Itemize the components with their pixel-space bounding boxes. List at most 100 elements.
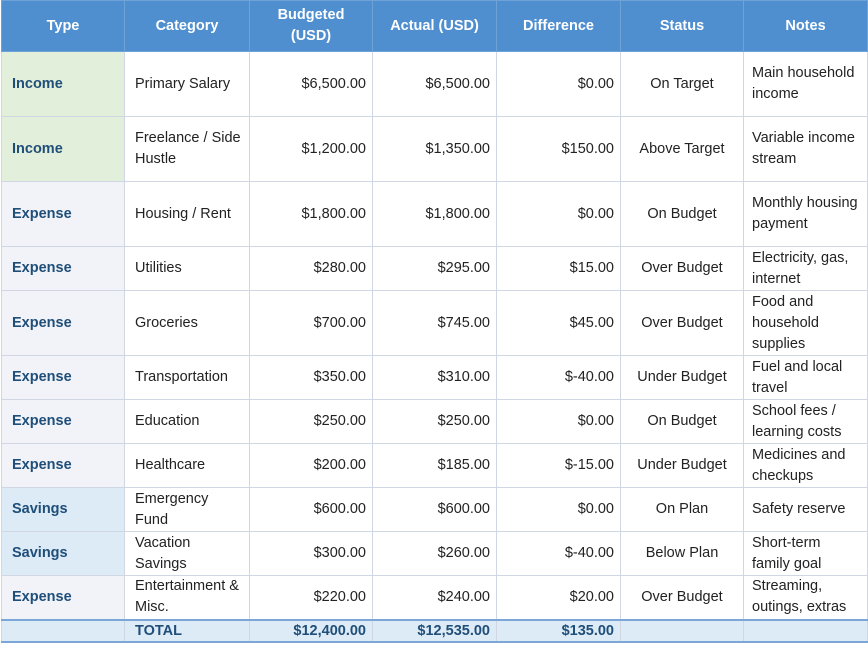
total-type <box>1 618 125 643</box>
budgeted-cell: $200.00 <box>249 443 373 488</box>
table-row: Income Freelance / Side Hustle $1,200.00 $1… <box>1 116 868 182</box>
type-cell: Expense <box>1 443 125 488</box>
total-difference: $135.00 <box>496 618 621 643</box>
column-header: Category <box>124 0 250 52</box>
difference-cell: $0.00 <box>496 181 621 247</box>
category-cell: Primary Salary <box>124 51 250 117</box>
table-row: Expense Education $250.00 $250.00 $0.00 On Bu… <box>1 399 868 444</box>
category-cell: Freelance / Side Hustle <box>124 116 250 182</box>
difference-cell: $20.00 <box>496 575 621 620</box>
status-cell: Over Budget <box>620 575 744 620</box>
type-cell: Savings <box>1 487 125 532</box>
budgeted-cell: $1,200.00 <box>249 116 373 182</box>
total-status <box>620 618 744 643</box>
status-cell: On Plan <box>620 487 744 532</box>
column-header: Type <box>1 0 125 52</box>
status-cell: Below Plan <box>620 531 744 576</box>
budgeted-cell: $6,500.00 <box>249 51 373 117</box>
budgeted-cell: $600.00 <box>249 487 373 532</box>
category-cell: Emergency Fund <box>124 487 250 532</box>
notes-cell: Fuel and local travel <box>743 355 868 400</box>
difference-cell: $0.00 <box>496 51 621 117</box>
status-cell: Under Budget <box>620 443 744 488</box>
column-header: Status <box>620 0 744 52</box>
category-cell: Vacation Savings <box>124 531 250 576</box>
table-row: Income Primary Salary $6,500.00 $6,500.00 $0… <box>1 51 868 117</box>
notes-cell: Main household income <box>743 51 868 117</box>
total-actual: $12,535.00 <box>372 618 497 643</box>
category-cell: Entertainment & Misc. <box>124 575 250 620</box>
status-cell: On Budget <box>620 181 744 247</box>
actual-cell: $250.00 <box>372 399 497 444</box>
table-row: Expense Transportation $350.00 $310.00 $-40.… <box>1 355 868 400</box>
actual-cell: $295.00 <box>372 246 497 291</box>
actual-cell: $1,800.00 <box>372 181 497 247</box>
notes-cell: Electricity, gas, internet <box>743 246 868 291</box>
budgeted-cell: $300.00 <box>249 531 373 576</box>
actual-cell: $745.00 <box>372 290 497 356</box>
category-cell: Healthcare <box>124 443 250 488</box>
status-cell: Over Budget <box>620 246 744 291</box>
table-body: Income Primary Salary $6,500.00 $6,500.00 $0… <box>1 51 868 620</box>
type-cell: Expense <box>1 246 125 291</box>
total-row: TOTAL $12,400.00 $12,535.00 $135.00 <box>1 618 868 643</box>
total-label: TOTAL <box>124 618 250 643</box>
type-cell: Expense <box>1 575 125 620</box>
actual-cell: $600.00 <box>372 487 497 532</box>
type-cell: Savings <box>1 531 125 576</box>
actual-cell: $185.00 <box>372 443 497 488</box>
type-cell: Expense <box>1 399 125 444</box>
status-cell: Above Target <box>620 116 744 182</box>
status-cell: On Target <box>620 51 744 117</box>
type-cell: Income <box>1 116 125 182</box>
table-row: Expense Healthcare $200.00 $185.00 $-15.00 Un… <box>1 443 868 488</box>
header-row: Type Category Budgeted (USD) Actual (USD) Di… <box>1 0 868 52</box>
notes-cell: Streaming, outings, extras <box>743 575 868 620</box>
type-cell: Income <box>1 51 125 117</box>
category-cell: Utilities <box>124 246 250 291</box>
table-row: Expense Groceries $700.00 $745.00 $45.00 Over… <box>1 290 868 356</box>
category-cell: Housing / Rent <box>124 181 250 247</box>
category-cell: Education <box>124 399 250 444</box>
budgeted-cell: $700.00 <box>249 290 373 356</box>
difference-cell: $45.00 <box>496 290 621 356</box>
budgeted-cell: $280.00 <box>249 246 373 291</box>
column-header: Notes <box>743 0 868 52</box>
difference-cell: $-40.00 <box>496 531 621 576</box>
budgeted-cell: $1,800.00 <box>249 181 373 247</box>
table-row: Expense Housing / Rent $1,800.00 $1,800.00 $… <box>1 181 868 247</box>
total-budgeted: $12,400.00 <box>249 618 373 643</box>
difference-cell: $0.00 <box>496 399 621 444</box>
actual-cell: $1,350.00 <box>372 116 497 182</box>
budgeted-cell: $350.00 <box>249 355 373 400</box>
status-cell: Under Budget <box>620 355 744 400</box>
type-cell: Expense <box>1 181 125 247</box>
type-cell: Expense <box>1 355 125 400</box>
difference-cell: $15.00 <box>496 246 621 291</box>
actual-cell: $6,500.00 <box>372 51 497 117</box>
table-row: Expense Entertainment & Misc. $220.00 $240.… <box>1 575 868 620</box>
table-row: Savings Emergency Fund $600.00 $600.00 $0.00… <box>1 487 868 532</box>
budgeted-cell: $220.00 <box>249 575 373 620</box>
table-row: Savings Vacation Savings $300.00 $260.00 $-4… <box>1 531 868 576</box>
table-row: Expense Utilities $280.00 $295.00 $15.00 Over… <box>1 246 868 291</box>
notes-cell: School fees / learning costs <box>743 399 868 444</box>
difference-cell: $-15.00 <box>496 443 621 488</box>
difference-cell: $150.00 <box>496 116 621 182</box>
status-cell: Over Budget <box>620 290 744 356</box>
difference-cell: $-40.00 <box>496 355 621 400</box>
notes-cell: Medicines and checkups <box>743 443 868 488</box>
type-cell: Expense <box>1 290 125 356</box>
notes-cell: Short-term family goal <box>743 531 868 576</box>
notes-cell: Food and household supplies <box>743 290 868 356</box>
column-header: Budgeted (USD) <box>249 0 373 52</box>
status-cell: On Budget <box>620 399 744 444</box>
notes-cell: Variable income stream <box>743 116 868 182</box>
actual-cell: $240.00 <box>372 575 497 620</box>
column-header: Difference <box>496 0 621 52</box>
difference-cell: $0.00 <box>496 487 621 532</box>
budgeted-cell: $250.00 <box>249 399 373 444</box>
column-header: Actual (USD) <box>372 0 497 52</box>
